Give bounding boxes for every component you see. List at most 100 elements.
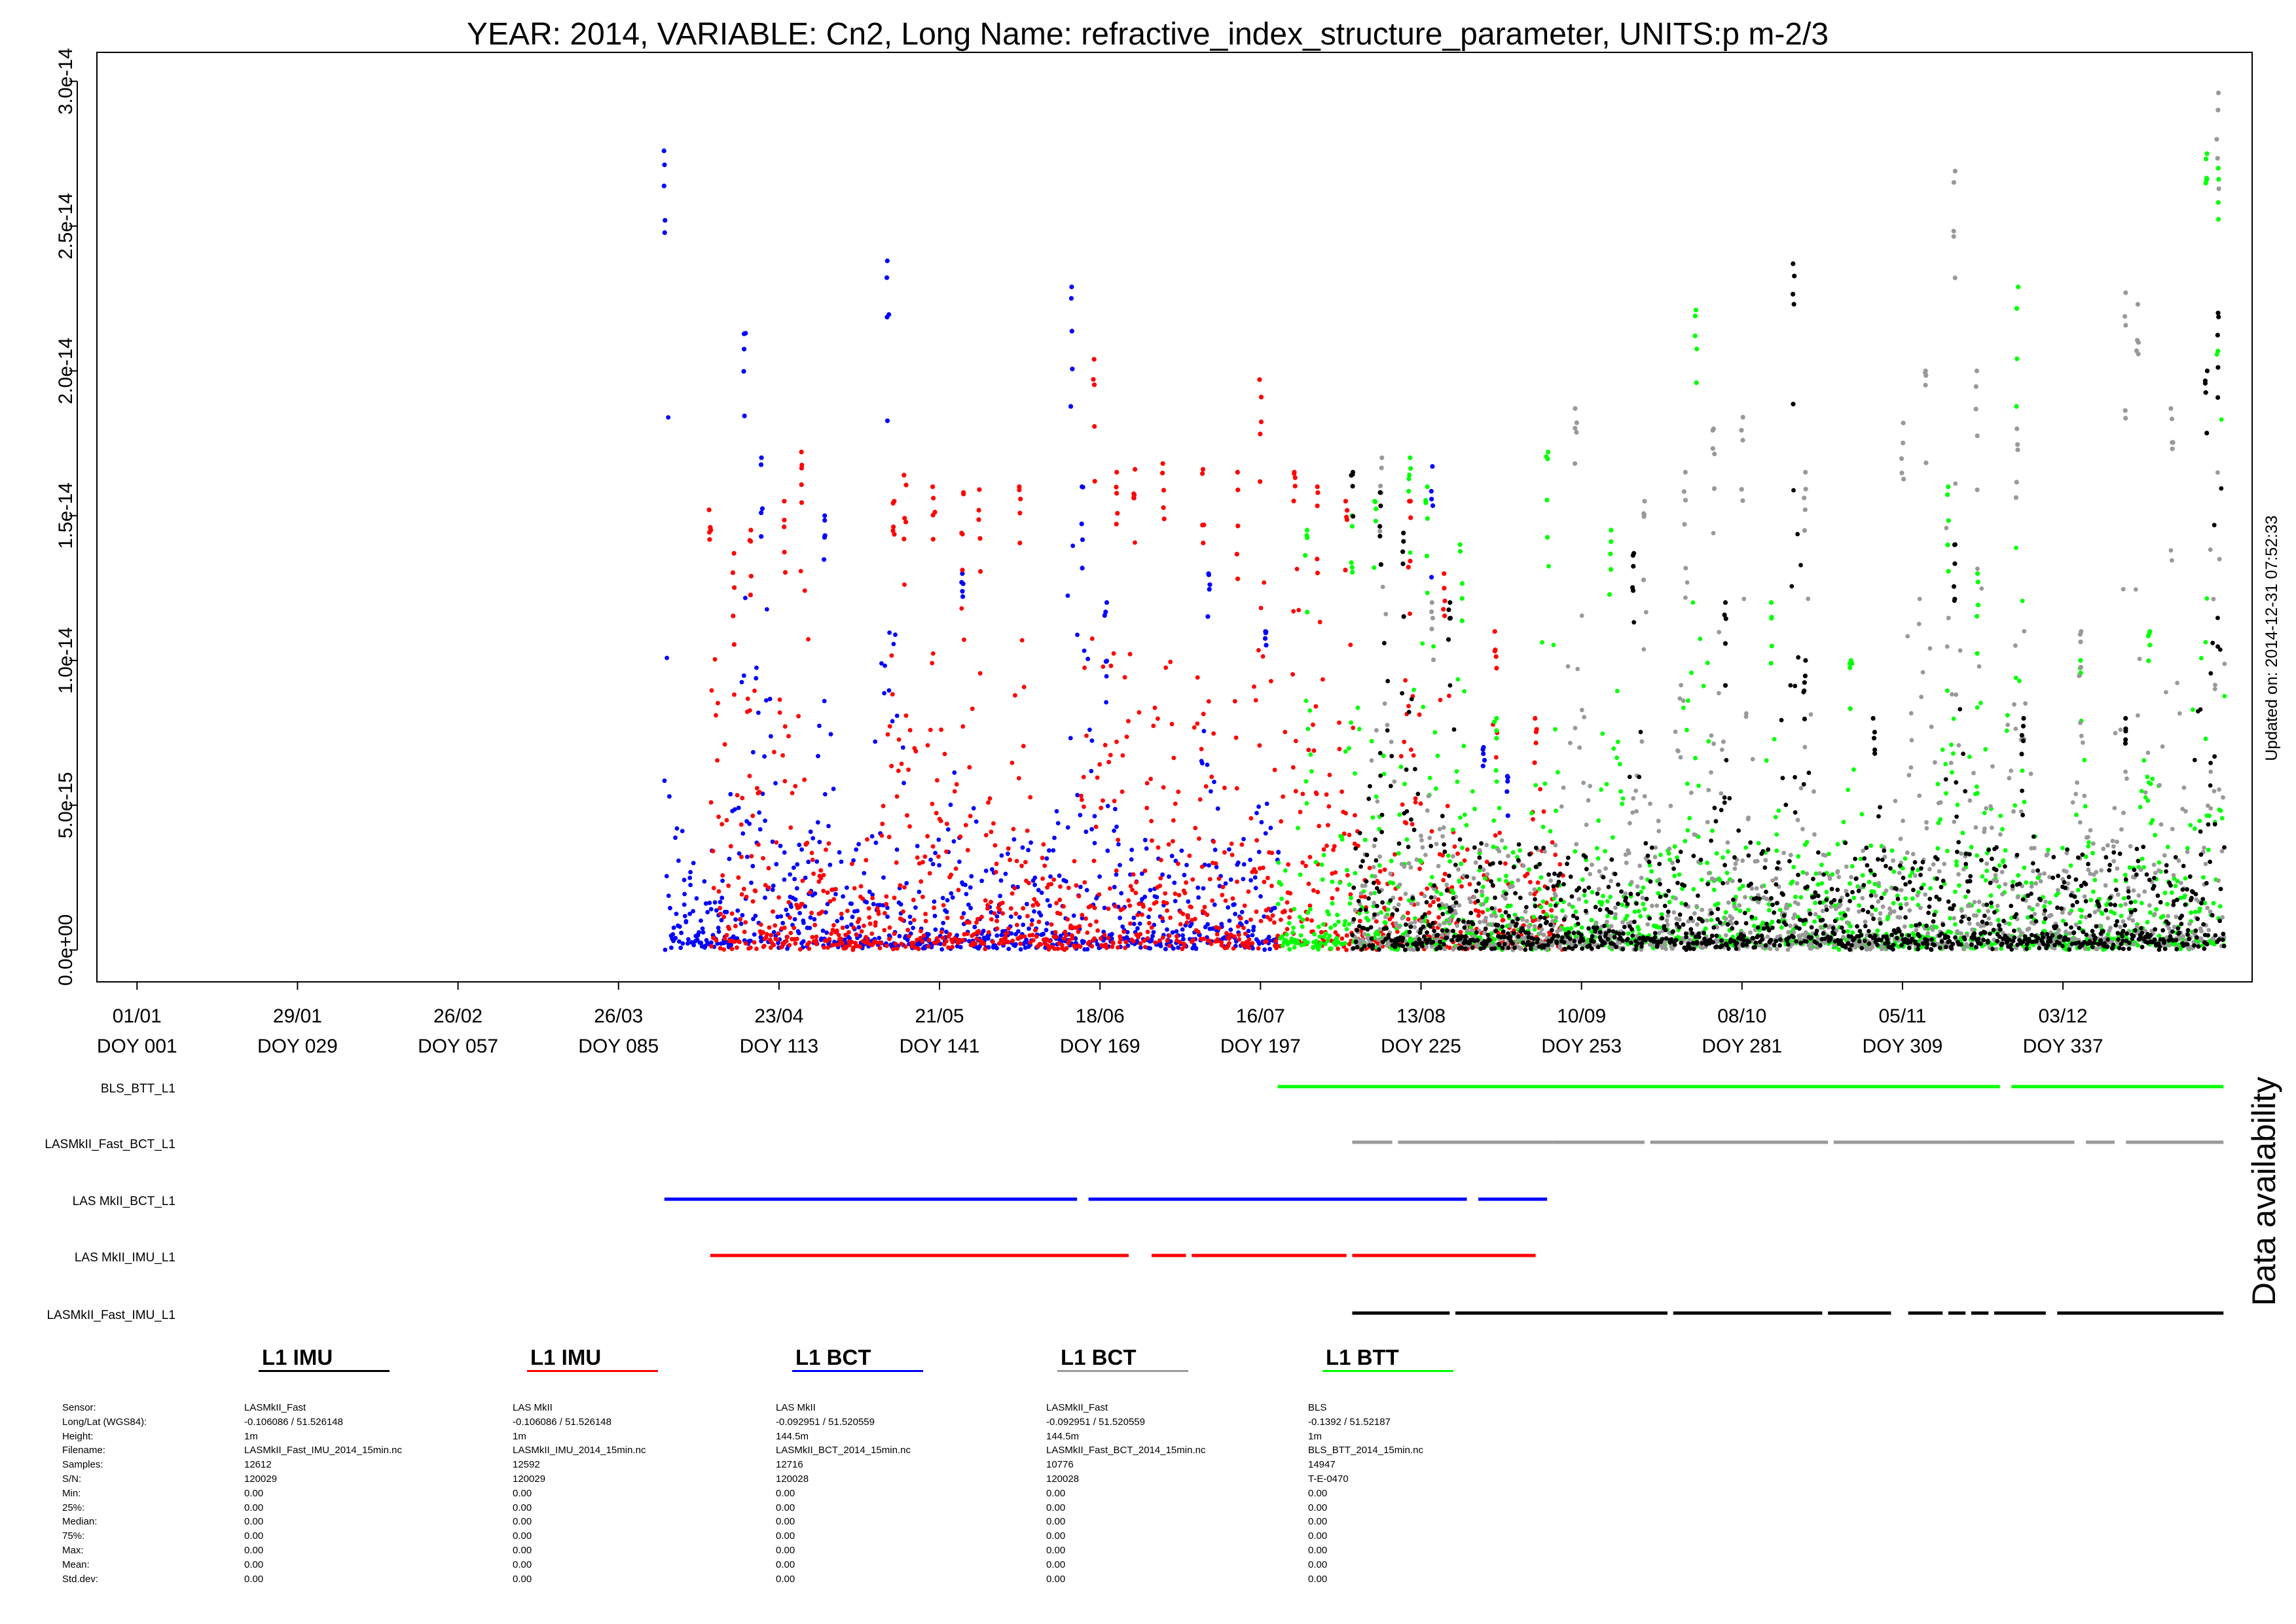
data-point (2035, 902, 2040, 907)
data-point (1946, 569, 1951, 574)
data-point (1121, 929, 1126, 934)
data-point (748, 592, 753, 598)
data-point (2206, 847, 2211, 852)
data-point (2165, 844, 2170, 850)
data-point (1013, 931, 1018, 937)
data-point (2079, 908, 2085, 913)
data-point (961, 492, 966, 497)
data-point (1247, 945, 1252, 950)
data-point (1246, 889, 1251, 894)
data-point (767, 696, 773, 702)
data-point (1293, 789, 1298, 794)
data-point (1812, 919, 1817, 924)
data-point (1203, 784, 1209, 789)
data-point (1243, 931, 1248, 936)
data-point (802, 777, 807, 782)
data-point (2078, 640, 2083, 645)
data-point (759, 455, 764, 460)
data-point (1000, 900, 1005, 905)
data-point (1819, 862, 1824, 867)
data-point (1345, 873, 1350, 878)
data-point (2215, 90, 2221, 96)
data-point (741, 673, 746, 678)
data-point (1017, 540, 1023, 546)
data-point (902, 582, 907, 587)
data-point (1156, 845, 1161, 850)
data-point (2090, 850, 2096, 856)
data-point (662, 778, 667, 784)
data-point (1531, 914, 1537, 920)
data-point (853, 941, 858, 945)
data-point (1257, 377, 1262, 382)
data-point (1683, 469, 1688, 475)
data-point (1836, 875, 1842, 880)
data-point (974, 937, 979, 941)
data-point (2014, 426, 2020, 431)
data-point (1746, 815, 1751, 820)
data-point (1009, 931, 1014, 936)
data-point (700, 926, 705, 931)
data-point (1542, 781, 1548, 786)
data-point (952, 789, 957, 794)
data-point (1408, 455, 1413, 460)
data-point (1574, 429, 1579, 435)
data-point (1631, 796, 1636, 801)
data-point (2139, 789, 2144, 793)
data-point (1657, 925, 1662, 930)
data-point (976, 507, 981, 513)
data-point (1157, 939, 1162, 943)
data-point (1481, 867, 1486, 873)
data-point (905, 813, 909, 818)
data-point (1131, 491, 1137, 496)
data-point (831, 897, 836, 902)
data-point (1172, 880, 1177, 885)
data-point (1948, 761, 1954, 765)
data-point (2086, 840, 2092, 845)
data-point (1889, 848, 1895, 853)
data-point (2219, 816, 2225, 821)
data-point (1168, 659, 1173, 664)
data-point (691, 909, 695, 914)
data-point (1145, 929, 1150, 934)
data-point (1457, 542, 1463, 547)
data-point (803, 875, 808, 880)
data-point (2074, 812, 2079, 818)
data-point (1910, 852, 1916, 857)
data-point (1857, 903, 1862, 908)
data-point (1431, 644, 1436, 649)
data-point (1613, 912, 1618, 917)
data-point (2135, 302, 2140, 307)
data-point (1804, 840, 1810, 844)
data-point (944, 929, 949, 934)
data-point (1169, 721, 1175, 727)
data-point (1332, 844, 1337, 849)
data-point (1250, 941, 1255, 946)
data-point (1884, 888, 1889, 893)
data-point (1434, 889, 1440, 894)
data-point (738, 921, 744, 926)
data-point (2121, 919, 2126, 924)
data-point (1287, 947, 1292, 952)
data-point (1324, 843, 1329, 848)
data-point (2005, 723, 2011, 727)
data-point (1344, 927, 1349, 931)
data-point (1824, 890, 1829, 895)
data-point (1768, 947, 1773, 951)
data-point (1137, 710, 1142, 715)
data-point (1063, 933, 1068, 938)
data-point (1176, 893, 1182, 897)
data-point (895, 946, 900, 951)
data-point (1070, 367, 1075, 372)
data-point (731, 934, 736, 939)
data-point (1516, 878, 1521, 882)
data-point (1408, 550, 1413, 555)
data-point (971, 806, 976, 811)
data-point (2189, 910, 2193, 915)
data-point (1470, 789, 1475, 794)
data-point (1250, 946, 1255, 951)
data-point (2110, 839, 2115, 844)
data-point (1683, 839, 1688, 844)
data-point (2147, 903, 2152, 908)
data-point (1480, 893, 1485, 898)
data-point (822, 698, 827, 704)
